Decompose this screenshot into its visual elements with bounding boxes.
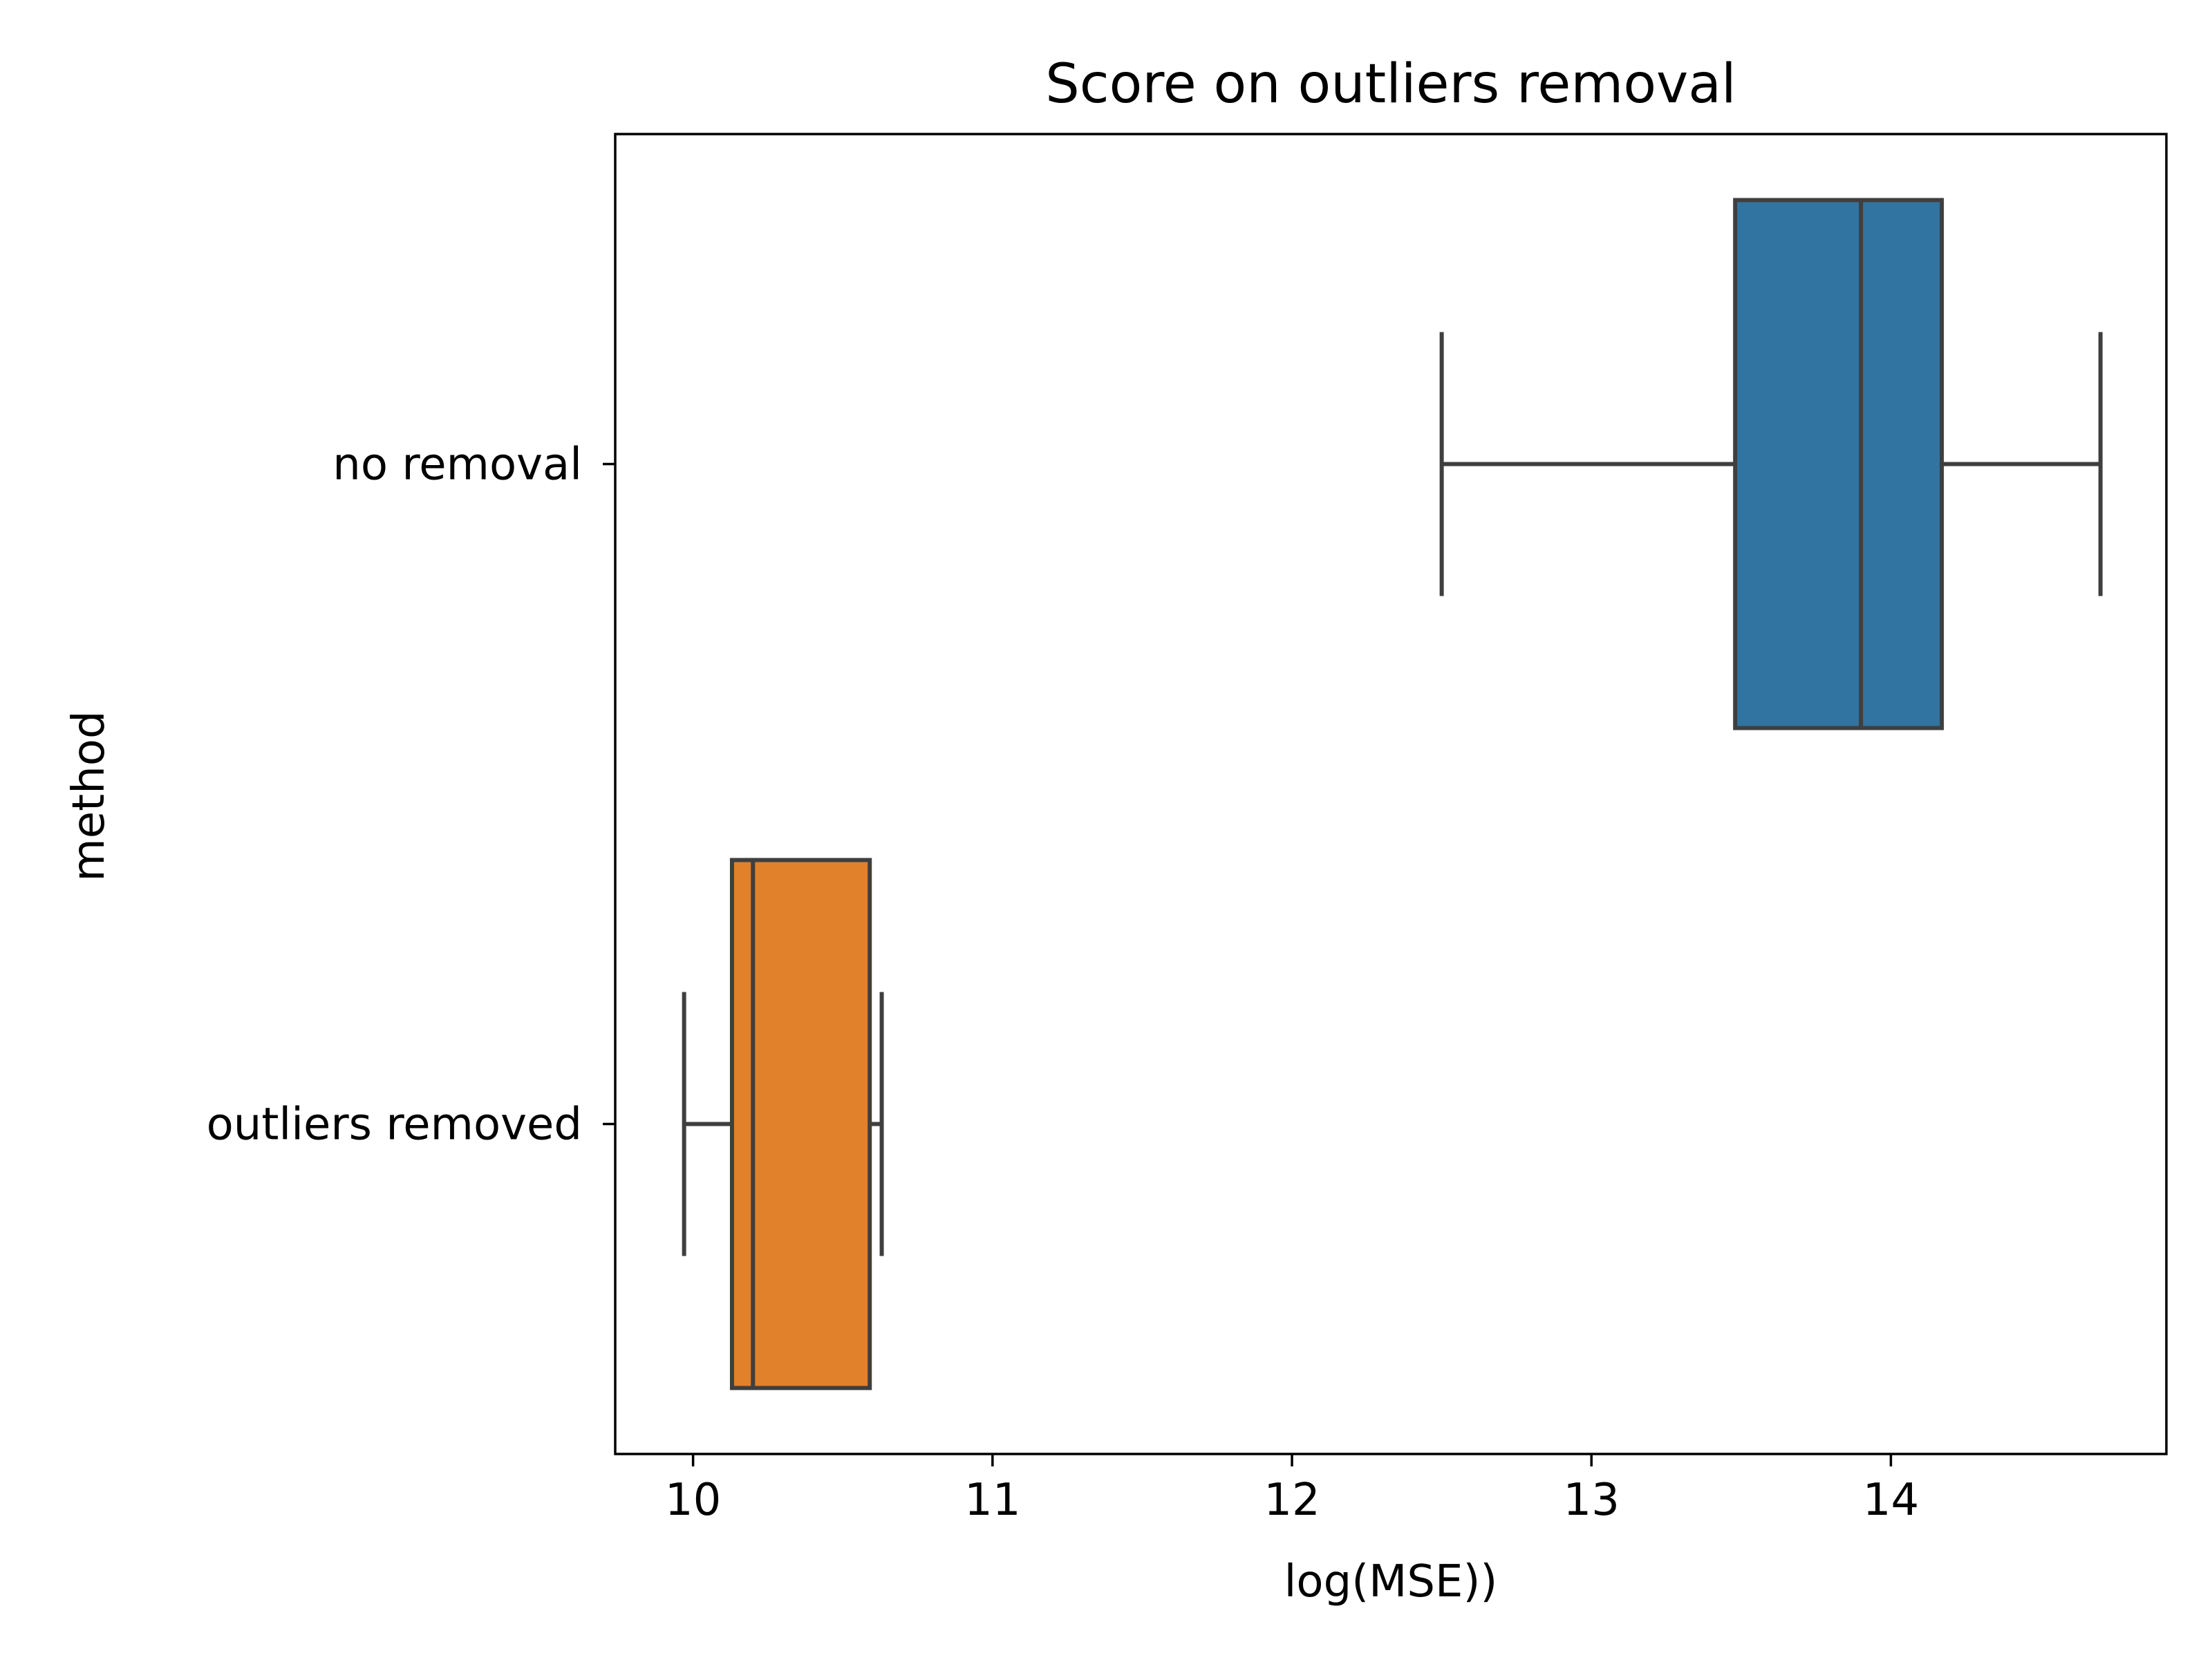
y-tick-label-outliers-removed: outliers removed bbox=[207, 1099, 582, 1151]
x-axis-title: log(MSE)) bbox=[1284, 1556, 1498, 1607]
x-tick-label-10: 10 bbox=[665, 1475, 721, 1526]
y-tick-label-no-removal: no removal bbox=[332, 440, 582, 491]
axes-frame bbox=[614, 133, 2168, 1455]
chart-title: Score on outliers removal bbox=[1045, 53, 1736, 115]
plot-area: 10 11 12 13 14 no removal outliers removed bbox=[207, 133, 2168, 1526]
x-tick-label-11: 11 bbox=[964, 1475, 1020, 1526]
box-no-removal bbox=[1733, 198, 1944, 730]
x-tick-label-12: 12 bbox=[1264, 1475, 1320, 1526]
x-tick-label-13: 13 bbox=[1564, 1475, 1620, 1526]
x-tick-label-14: 14 bbox=[1863, 1475, 1919, 1526]
y-axis-title: method bbox=[64, 710, 115, 881]
